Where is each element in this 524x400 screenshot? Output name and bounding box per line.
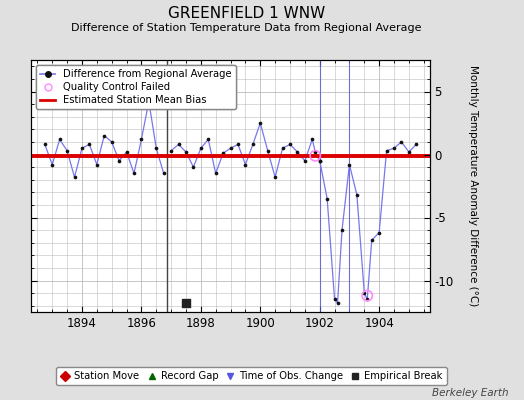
Point <box>383 148 391 154</box>
Legend: Station Move, Record Gap, Time of Obs. Change, Empirical Break: Station Move, Record Gap, Time of Obs. C… <box>57 367 446 385</box>
Y-axis label: Monthly Temperature Anomaly Difference (°C): Monthly Temperature Anomaly Difference (… <box>468 65 478 307</box>
Point <box>63 148 71 154</box>
Point <box>363 292 372 299</box>
Legend: Difference from Regional Average, Quality Control Failed, Estimated Station Mean: Difference from Regional Average, Qualit… <box>37 65 236 109</box>
Point <box>323 196 331 202</box>
Point <box>311 152 320 159</box>
Point <box>278 145 287 151</box>
Point <box>145 98 153 105</box>
Point <box>152 145 160 151</box>
Point <box>107 139 116 145</box>
Point <box>390 145 398 151</box>
Point <box>271 174 279 180</box>
Point <box>159 170 168 177</box>
Point <box>174 141 183 148</box>
Point <box>333 300 342 306</box>
Text: Difference of Station Temperature Data from Regional Average: Difference of Station Temperature Data f… <box>71 23 421 33</box>
Point <box>301 158 309 164</box>
Point <box>315 158 324 164</box>
Point <box>204 136 212 142</box>
Point <box>345 161 354 168</box>
Point <box>315 158 324 164</box>
Point <box>70 174 79 180</box>
Point <box>363 296 372 302</box>
Point <box>182 300 190 306</box>
Point <box>286 141 294 148</box>
Point <box>85 141 94 148</box>
Point <box>256 120 265 126</box>
Point <box>367 237 376 243</box>
Point <box>234 141 242 148</box>
Point <box>397 139 406 145</box>
Point <box>196 145 205 151</box>
Point <box>360 290 368 296</box>
Point <box>405 149 413 155</box>
Point <box>41 141 49 148</box>
Point <box>189 164 198 170</box>
Point <box>137 136 146 142</box>
Point <box>375 230 384 236</box>
Point <box>182 149 190 155</box>
Point <box>212 170 220 177</box>
Text: GREENFIELD 1 WNW: GREENFIELD 1 WNW <box>168 6 325 21</box>
Point <box>100 132 108 139</box>
Point <box>264 148 272 154</box>
Point <box>353 192 361 198</box>
Point <box>308 136 316 142</box>
Point <box>78 145 86 151</box>
Point <box>311 149 320 155</box>
Point <box>167 148 176 154</box>
Point <box>412 141 420 148</box>
Point <box>338 227 346 233</box>
Point <box>130 170 138 177</box>
Point <box>93 161 101 168</box>
Point <box>293 149 302 155</box>
Point <box>331 296 339 302</box>
Point <box>249 141 257 148</box>
Point <box>241 161 249 168</box>
Point <box>122 149 130 155</box>
Point <box>226 145 235 151</box>
Point <box>219 150 227 156</box>
Text: Berkeley Earth: Berkeley Earth <box>432 388 508 398</box>
Point <box>48 161 57 168</box>
Point <box>56 136 64 142</box>
Point <box>115 158 123 164</box>
